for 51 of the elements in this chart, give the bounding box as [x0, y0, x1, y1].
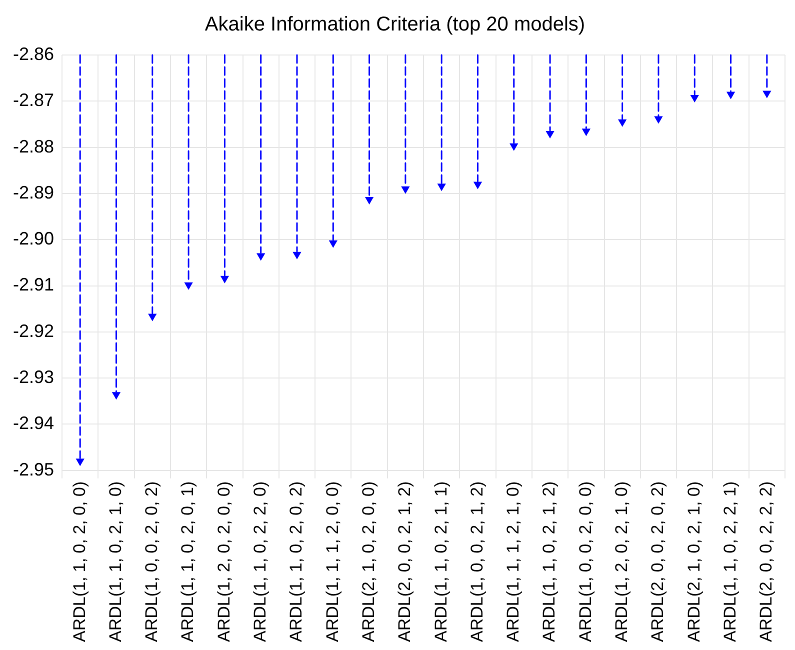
y-tick-label: -2.89: [12, 182, 54, 202]
y-tick-label: -2.95: [12, 459, 54, 480]
point: [112, 392, 120, 400]
y-tick-label: -2.93: [12, 367, 54, 388]
x-tick-label: ARDL(2, 1, 0, 2, 0, 0): [358, 481, 378, 642]
point: [329, 240, 338, 248]
x-tick-label: ARDL(1, 0, 0, 2, 1, 2): [467, 481, 486, 642]
x-tick-label: ARDL(2, 0, 0, 2, 0, 2): [648, 481, 668, 642]
y-tick-label: -2.87: [12, 90, 54, 110]
x-tick-label: ARDL(1, 1, 1, 2, 0, 0): [322, 481, 342, 642]
x-tick-label: ARDL(1, 1, 0, 2, 2, 0): [250, 481, 270, 642]
point: [438, 184, 446, 191]
x-tick-label: ARDL(2, 1, 0, 2, 1, 0): [684, 481, 704, 642]
point: [293, 252, 301, 259]
point: [76, 458, 84, 466]
y-tick-label: -2.91: [12, 274, 54, 295]
x-tick-label: ARDL(1, 0, 0, 2, 0, 2): [142, 481, 162, 642]
point: [654, 116, 662, 124]
y-tick-label: -2.86: [12, 44, 54, 64]
y-tick-label: -2.90: [12, 228, 54, 249]
point: [690, 94, 699, 102]
x-tick-label: ARDL(2, 0, 0, 2, 2, 2): [756, 481, 776, 642]
point: [401, 186, 410, 194]
y-tick-label: -2.94: [12, 413, 54, 434]
x-tick-label: ARDL(1, 1, 0, 2, 0, 0): [70, 481, 89, 642]
x-tick-label: ARDL(1, 1, 0, 2, 0, 2): [286, 481, 306, 642]
point: [582, 128, 590, 136]
y-tick-label: -2.92: [12, 320, 54, 341]
point: [365, 196, 374, 204]
point: [510, 143, 518, 150]
point: [220, 276, 229, 283]
x-tick-label: ARDL(1, 1, 0, 2, 2, 1): [720, 481, 740, 642]
point: [726, 92, 735, 99]
y-tick-label: -2.88: [12, 136, 54, 156]
x-tick-label: ARDL(1, 1, 0, 2, 1, 1): [431, 481, 450, 642]
x-tick-label: ARDL(1, 1, 0, 2, 1, 2): [540, 481, 559, 642]
x-tick-label: ARDL(1, 0, 0, 2, 0, 0): [576, 481, 595, 642]
x-tick-label: ARDL(1, 2, 0, 2, 1, 0): [612, 481, 632, 642]
point: [184, 282, 193, 290]
point: [762, 90, 771, 98]
x-tick-label: ARDL(1, 1, 0, 2, 0, 1): [178, 481, 198, 642]
x-tick-label: ARDL(1, 1, 1, 2, 1, 0): [504, 481, 523, 642]
x-tick-label: ARDL(2, 0, 0, 2, 1, 2): [395, 481, 414, 642]
x-tick-label: ARDL(1, 1, 0, 2, 1, 0): [106, 481, 125, 642]
point: [474, 182, 482, 189]
point: [618, 119, 626, 126]
point: [148, 314, 156, 321]
point: [256, 253, 265, 260]
x-tick-label: ARDL(1, 2, 0, 2, 0, 0): [214, 481, 234, 642]
point: [546, 130, 554, 138]
chart-title: Akaike Information Criteria (top 20 models): [204, 14, 586, 36]
